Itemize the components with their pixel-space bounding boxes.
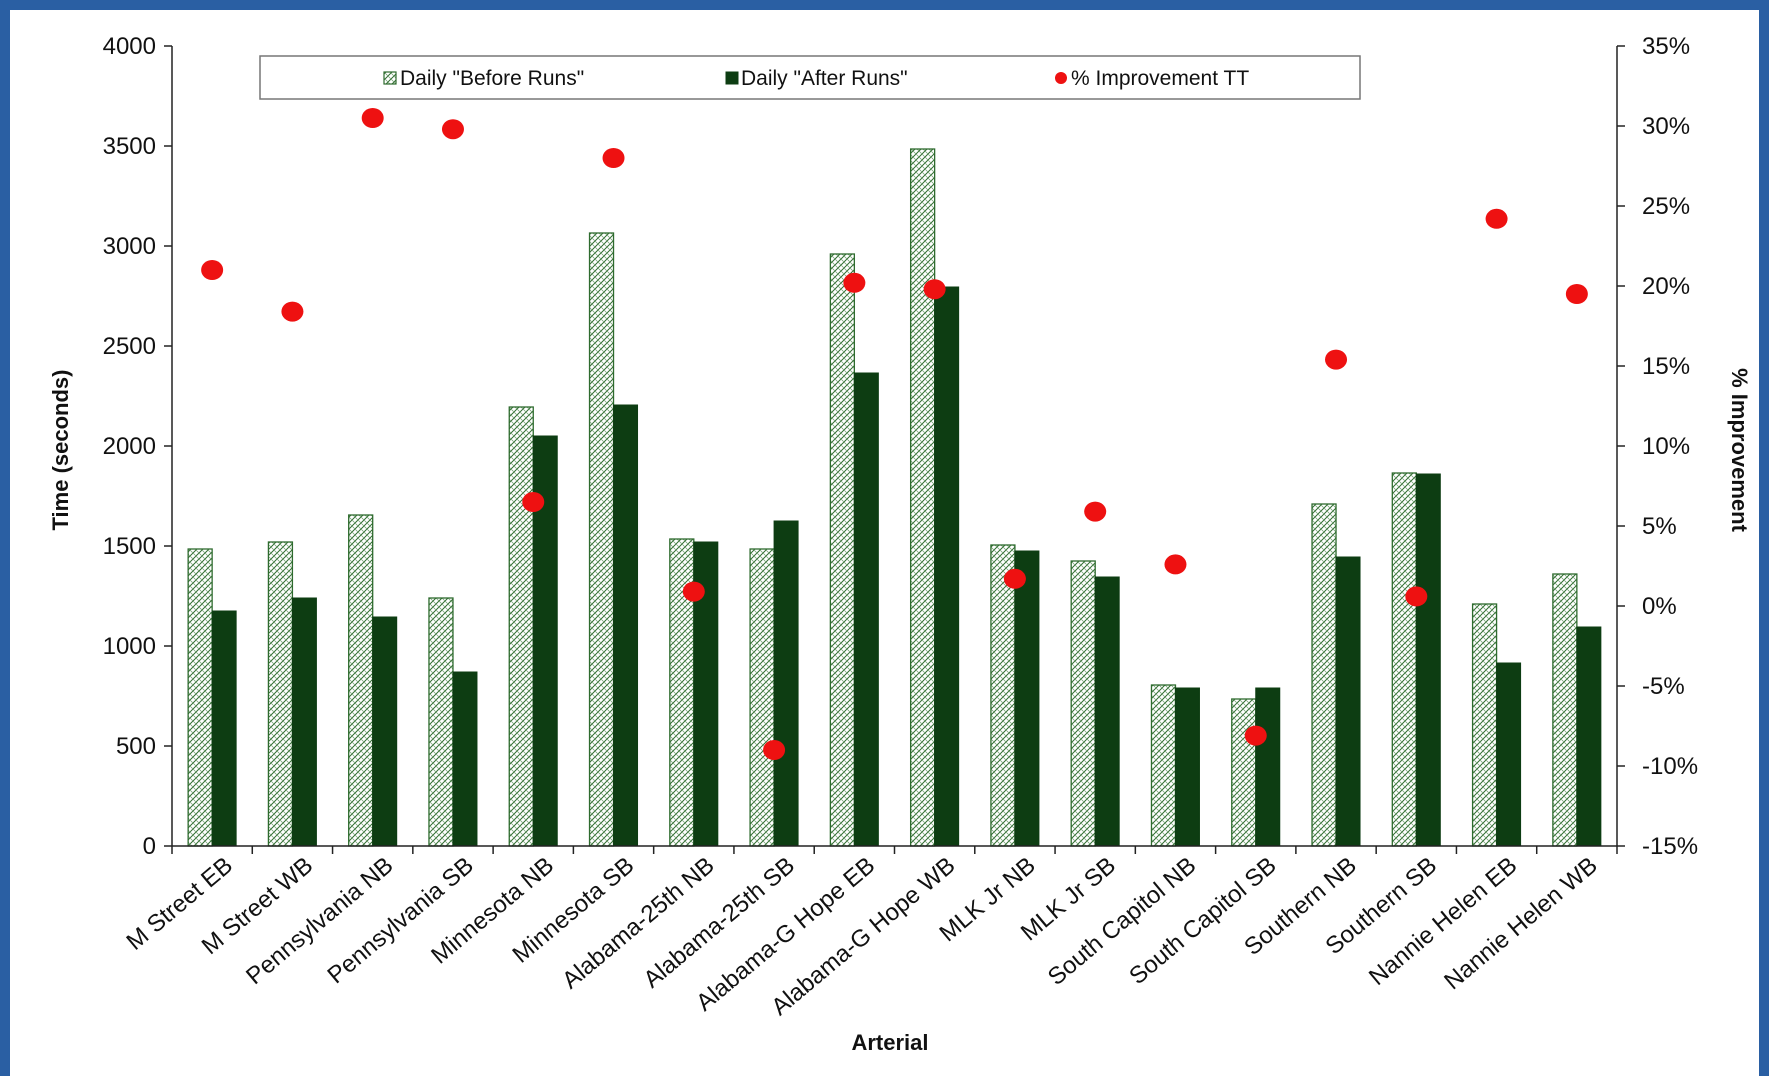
bar-after [1415,473,1441,847]
bar-before [1311,503,1337,847]
y2-tick-label: 35% [1642,33,1690,60]
legend-label-after: Daily "After Runs" [741,67,908,90]
improvement-dot [522,492,545,512]
bar-before [1471,603,1498,847]
bar-before [1150,684,1177,847]
improvement-dot [441,119,464,140]
y2-tick-label: 30% [1642,113,1690,140]
legend-swatch-before [383,71,397,85]
y2-tick-label: 0% [1642,593,1677,620]
bar-before [829,253,856,847]
bar-after [853,372,879,847]
legend-label-improvement: % Improvement TT [1071,67,1249,90]
improvement-dot [602,148,625,168]
improvement-dot [1164,554,1187,575]
improvement-dot [1003,568,1026,589]
y2-tick-label: 15% [1642,353,1690,380]
y-tick-label: 500 [116,733,156,760]
improvement-dot [281,301,304,322]
bar-before [428,597,454,847]
legend-box [259,55,1361,100]
improvement-dot [1084,501,1107,522]
x-tick-label: Pennsylvania NB [241,852,398,990]
bar-after [211,610,237,847]
plot-area: 0 500 1000 1500 2000 2500 3000 3500 4000 -15% -10%… [103,33,1698,1021]
bar-before [1070,560,1096,847]
bar-after [773,520,799,847]
y-tick-label: 3500 [103,133,156,160]
chart: 0 500 1000 1500 2000 2500 3000 3500 4000 -15% -10%… [48,33,1752,1055]
improvement-dot [1565,284,1588,304]
bar-before [990,544,1016,847]
chart-frame: 0 500 1000 1500 2000 2500 3000 3500 4000 -15% -10%… [10,10,1759,1076]
x-axis-title: Arterial [851,1030,928,1055]
y-tick-label: 4000 [103,33,156,60]
y2-tick-label: -10% [1642,753,1698,780]
improvement-dot [1405,586,1428,607]
bar-before [187,548,213,847]
bar-after [934,286,960,847]
improvement-dot [763,740,786,760]
improvement-dot [201,260,224,280]
y2-tick-label: -5% [1642,673,1685,700]
bar-after [291,597,317,847]
y2-tick-label: 20% [1642,273,1690,300]
legend-label-before: Daily "Before Runs" [400,67,584,90]
improvement-dot [1325,349,1348,370]
bar-after [1576,626,1602,847]
bar-after [1094,576,1120,847]
bar-before [588,232,615,847]
y2-axis-title: % Improvement [1727,368,1752,532]
x-tick-label: Pennsylvania SB [322,852,478,989]
bar-after [1014,550,1040,847]
legend-swatch-improvement [1055,72,1067,84]
bar-before [1391,472,1417,847]
y-tick-label: 2500 [103,333,156,360]
bar-before [267,541,294,847]
bar-after [372,616,398,847]
y-tick-label: 1500 [103,533,156,560]
bar-before [348,514,374,847]
bar-before [749,548,775,847]
legend-swatch-after [725,71,739,85]
x-tick-label: South Capitol NB [1043,852,1201,991]
y-axis-title: Time (seconds) [48,370,73,531]
y2-tick-label: 5% [1642,513,1677,540]
improvement-dot [923,279,946,300]
y2-tick-label: 25% [1642,193,1690,220]
legend: Daily "Before Runs" Daily "After Runs" %… [259,55,1361,100]
improvement-dot [843,272,866,293]
bar-after [452,671,478,847]
bar-after [1496,662,1522,847]
bar-before [508,406,534,847]
y-tick-label: 2000 [103,433,156,460]
bar-after [1255,687,1281,847]
bar-before [1231,698,1257,847]
y-tick-label: 1000 [103,633,156,660]
improvement-dot [361,108,384,128]
y-tick-label: 3000 [103,233,156,260]
bar-after [613,404,639,847]
improvement-dot [682,581,705,602]
y2-tick-label: 10% [1642,433,1690,460]
y2-tick-label: -15% [1642,833,1698,860]
bar-before [909,148,936,847]
improvement-dot [1485,208,1508,229]
x-tick-label: South Capitol SB [1124,852,1281,990]
y-tick-label: 0 [143,833,156,860]
bar-after [1174,687,1200,847]
improvement-dot [1244,725,1267,746]
bar-after [1335,556,1361,847]
bar-before [1552,573,1578,847]
